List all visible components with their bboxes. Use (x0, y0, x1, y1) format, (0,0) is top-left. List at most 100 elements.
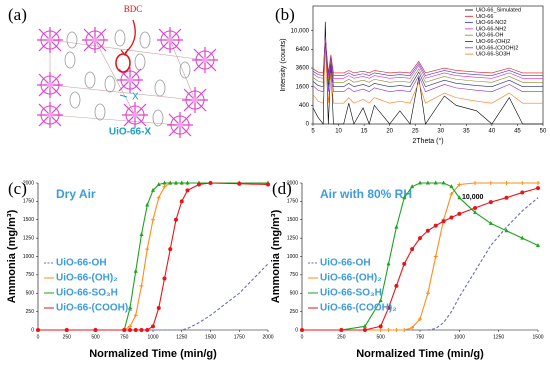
marker (488, 220, 493, 225)
marker (457, 211, 462, 216)
marker (536, 242, 540, 247)
x-axis-label: Normalized Time (min/g) (89, 348, 217, 360)
x-tick-label: 0 (37, 334, 40, 340)
marker (394, 328, 399, 332)
panel-label: (b) (275, 5, 295, 24)
y-tick-label: 500 (290, 291, 299, 297)
marker (504, 181, 509, 185)
marker (185, 188, 190, 193)
marker (133, 328, 138, 332)
y-tick-label: 1000 (287, 254, 298, 260)
x-tick-label: 250 (337, 334, 346, 340)
y-tick-label: 1750 (23, 199, 34, 205)
marker (433, 254, 438, 259)
marker (378, 328, 383, 332)
marker (433, 180, 438, 185)
y-tick-label: 500 (26, 291, 35, 297)
marker (300, 328, 304, 332)
marker (425, 291, 430, 296)
marker (179, 199, 184, 204)
marker (473, 209, 478, 214)
x-tick-label: 15 (361, 129, 368, 135)
x-axis-label: Normalized Time (min/g) (356, 348, 484, 360)
x-tick-label: 35 (463, 129, 470, 135)
diagram-annotation: BDC (124, 4, 143, 14)
marker (168, 180, 173, 185)
x-tick-label: 500 (91, 334, 100, 340)
marker (488, 181, 493, 185)
series-line (312, 40, 543, 83)
y-tick-label: 6400 (296, 47, 310, 53)
marker (156, 181, 161, 186)
y-tick-label: 750 (26, 272, 35, 278)
marker (151, 324, 155, 329)
x-axis-label: 2Theta (°) (412, 137, 443, 145)
x-tick-label: 250 (63, 334, 72, 340)
marker (339, 328, 344, 332)
x-tick-label: 500 (376, 334, 385, 340)
marker (410, 325, 415, 330)
marker (64, 328, 69, 332)
marker (520, 235, 525, 240)
series-line (312, 21, 543, 125)
marker (441, 180, 446, 185)
legend-label: UiO-66-(COOH)₂ (320, 303, 397, 314)
marker (174, 217, 178, 222)
x-tick-label: 750 (120, 334, 129, 340)
marker (197, 182, 201, 187)
y-tick-label: 0 (31, 327, 34, 333)
marker (410, 184, 415, 189)
diagram-substituent: X (132, 92, 139, 103)
legend-label: UiO-66-SO₃H (320, 288, 382, 299)
x-tick-label: 1000 (147, 334, 158, 340)
y-axis-label: Intensity (counts) (280, 38, 287, 91)
x-tick-label: 20 (386, 129, 393, 135)
y-tick-label: 2000 (23, 180, 34, 186)
marker (93, 328, 98, 332)
marker (473, 181, 478, 185)
marker (168, 247, 173, 252)
marker (520, 190, 525, 195)
y-tick-label: 1500 (23, 217, 34, 223)
marker (145, 247, 150, 252)
marker (536, 181, 540, 185)
marker (378, 298, 383, 303)
y-axis-label: Ammonia (mg/m³) (270, 209, 282, 303)
legend-label: UiO-66-OH (320, 258, 371, 269)
marker (504, 228, 509, 233)
x-tick-label: 30 (437, 129, 444, 135)
stray-label: 10,000 (462, 194, 484, 201)
annotation: Dry Air (56, 187, 96, 201)
marker (386, 328, 391, 332)
marker (162, 180, 167, 185)
legend-label: UiO-66-(COOH)₂ (56, 303, 133, 314)
series-line (312, 48, 543, 104)
marker (402, 195, 407, 200)
y-tick-label: 250 (290, 309, 299, 315)
series-line (302, 197, 539, 331)
y-tick-label: 0 (306, 122, 310, 128)
y-tick-label: 750 (290, 272, 299, 278)
y-tick-label: 1500 (287, 217, 298, 223)
legend-label: UiO-66 (476, 14, 493, 20)
legend-label: UiO-66-NH2 (476, 26, 506, 32)
panel-label: (c) (8, 179, 27, 198)
marker (386, 305, 391, 310)
marker (425, 180, 430, 185)
marker (488, 200, 493, 205)
marker (133, 268, 138, 273)
marker (520, 181, 525, 185)
y-tick-label: 2000 (287, 180, 298, 186)
marker (402, 261, 407, 266)
legend-label: UiO-66-(COOH)2 (476, 45, 518, 51)
marker (156, 305, 161, 310)
marker (139, 283, 144, 288)
marker (418, 236, 422, 241)
marker (139, 328, 144, 332)
marker (128, 328, 132, 332)
legend-label: UiO-66-(OH)₂ (56, 273, 118, 284)
marker (174, 180, 178, 185)
plot-frame (312, 5, 544, 125)
x-tick-label: 25 (412, 129, 419, 135)
